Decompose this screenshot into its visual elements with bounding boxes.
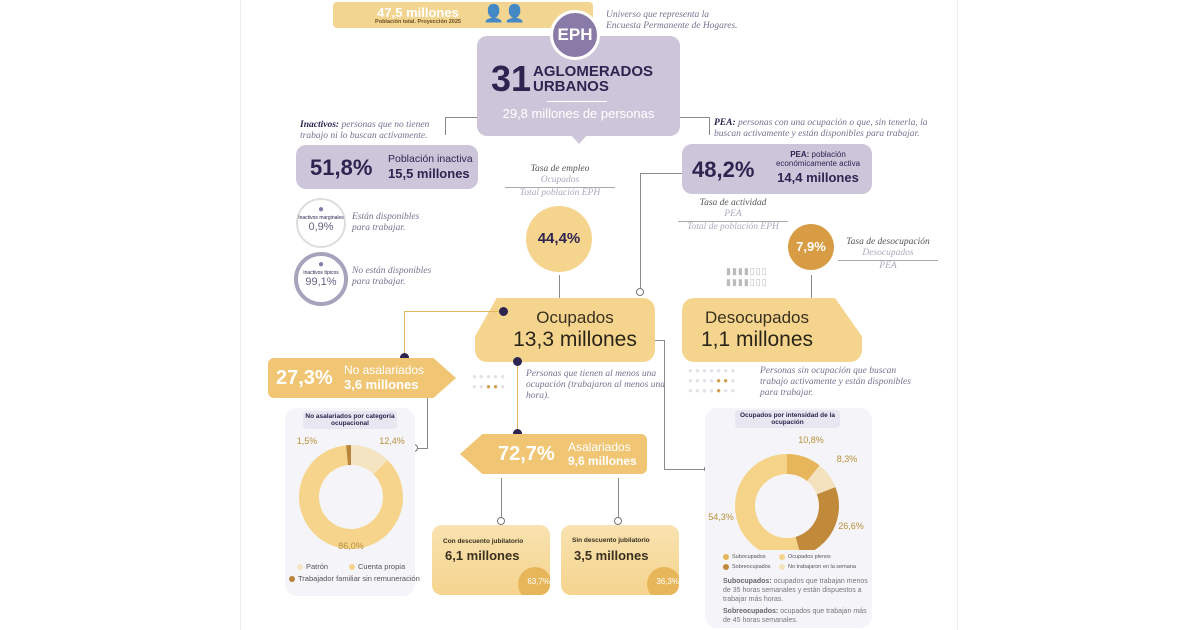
asalariados-label: Asalariados [568,440,631,454]
no-asalariados-label: No asalariados [344,363,425,377]
no-asalariados-chart-card: No asalariados por categoría ocupacional… [285,408,420,596]
slice-ocupados-plenos [735,454,800,550]
population-label: Población total. Proyección 2025 [375,19,461,25]
population-value: 47,5 millones [377,5,459,20]
eph-badge: EPH [550,10,600,60]
ocupados-desc: Personas que tienen al menos una ocupaci… [526,369,665,401]
tasa-empleo-pct: 44,4% [526,206,592,272]
slice-trabajador-familiar-sin-remuneración [346,445,351,466]
slice-label: 26,6% [838,521,864,531]
eph-box: 31 AGLOMERADOS URBANOS 29,8 millones de p… [477,36,680,136]
aglomerados-title: AGLOMERADOS URBANOS [533,63,653,95]
eph-people: 29,8 millones de personas [502,106,655,121]
pea-definition: PEA: personas con una ocupación o que, s… [714,118,928,139]
asalariados-pct: 72,7% [498,443,555,465]
inactivos-box: 51,8% Población inactiva 15,5 millones [296,145,478,189]
subocupados-note: Subocupados: ocupados que trabajan menos… [723,578,868,603]
slice-subocupados [787,454,820,482]
desocupados-box [682,298,862,362]
chart1-title: No asalariados por categoría ocupacional [303,411,397,429]
tasa-desocupacion-pct: 7,9% [788,224,834,270]
people-pictogram: ▮▮▮▮▯▯▯ ▮▮▮▮▯▯▯ [726,266,768,287]
slice-label: 1,5% [297,436,318,446]
asalariados-value: 9,6 millones [568,454,637,468]
slice-no-trabajaron-en-la-semana [807,465,836,495]
no-asalariados-box [268,358,456,398]
desocupados-title: Desocupados [705,308,809,327]
inactivos-value: 15,5 millones [388,166,470,181]
slice-label: 12,4% [379,436,405,446]
aglomerados-number: 31 [491,58,532,99]
slice-label: 54,3% [708,512,734,522]
population-banner: 47,5 millones Población total. Proyecció… [333,2,593,28]
slice-label: 10,8% [798,435,824,445]
sobreocupados-note: Sobreocupados: ocupados que trabajan más… [723,608,867,624]
ocupados-title: Ocupados [536,308,614,327]
inactivos-tipicos: ● Inactivos típicos 99,1% [294,252,348,306]
tasa-desocupacion-formula: Tasa de desocupación Desocupados PEA [838,237,938,272]
desocupados-value: 1,1 millones [700,328,814,351]
people-icon: 👤👤 [483,4,526,23]
tasa-actividad-formula: Tasa de actividad PEA Total de población E… [678,198,788,233]
slice-label: 86,0% [338,541,364,551]
asalariados-box [460,434,647,474]
intensidad-chart-card: Ocupados por intensidad de la ocupación … [705,408,872,628]
pea-box: 48,2% PEA: población económicamente activ… [682,144,872,194]
ocupados-value: 13,3 millones [513,328,637,351]
tasa-empleo-formula: Tasa de empleo Ocupados Total población EP… [505,164,615,199]
dots-pictogram: ● ● ● ● ● ● ● ● ● ● ● ● ● ● ● ● ● ● ● ● ● [688,366,736,395]
no-asalariados-value: 3,6 millones [344,377,419,392]
inactivos-pct: 51,8% [310,155,373,180]
person-icon: ● [317,204,325,215]
intensidad-donut: 10,8% 8,3% 26,6% 54,3% [708,435,864,550]
eph-universe: Universo que representa la Encuesta Perm… [606,10,738,31]
pea-value: 14,4 millones [777,170,859,185]
marginales-desc: Están disponibles para trabajar. [352,212,420,233]
no-asalariados-donut: 12,4% 86,0% 1,5% [297,436,405,551]
pea-pct: 48,2% [692,157,755,182]
inactivos-definition: Inactivos: personas que no tienen trabaj… [300,120,430,141]
slice-cuenta-propia [299,445,403,549]
desocupados-desc: Personas sin ocupación que buscan trabaj… [760,366,911,398]
chart2-title: Ocupados por intensidad de la ocupación [735,410,840,428]
inactivos-label: Población inactiva [388,153,473,165]
slice-sobreocupados [795,487,839,550]
tipicos-desc: No están disponibles para trabajar. [352,266,432,287]
slice-patrón [351,445,388,475]
person-icon: ● [317,259,325,270]
no-asalariados-pct: 27,3% [276,367,333,389]
dots-pictogram: ● ● ● ● ● ● ● ● ● ● [472,372,506,391]
sin-descuento-card: Sin descuento jubilatorio 3,5 millones 3… [561,525,679,595]
slice-label: 8,3% [837,454,858,464]
con-descuento-card: Con descuento jubilatorio 6,1 millones 6… [432,525,550,595]
inactivos-marginales: ● Inactivos marginales 0,9% [296,198,346,248]
